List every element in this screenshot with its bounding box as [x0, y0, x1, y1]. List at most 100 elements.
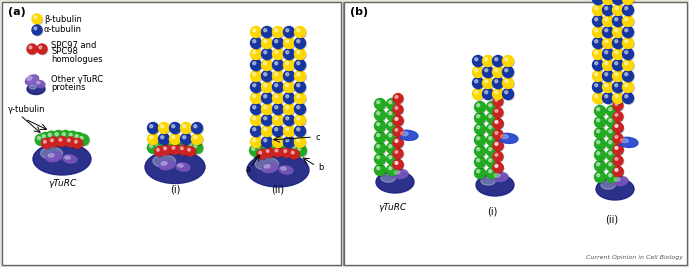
Circle shape: [297, 117, 300, 120]
Circle shape: [486, 146, 497, 156]
Circle shape: [285, 143, 296, 154]
Circle shape: [274, 83, 285, 93]
Circle shape: [50, 138, 59, 148]
Circle shape: [505, 69, 508, 72]
Circle shape: [275, 139, 278, 142]
Circle shape: [253, 84, 256, 87]
Circle shape: [602, 70, 613, 81]
Circle shape: [181, 123, 192, 134]
Circle shape: [494, 142, 504, 151]
Circle shape: [262, 136, 273, 147]
Circle shape: [624, 50, 635, 60]
Circle shape: [394, 117, 404, 126]
Ellipse shape: [153, 155, 176, 167]
Circle shape: [283, 70, 294, 81]
Circle shape: [493, 140, 503, 150]
Ellipse shape: [501, 135, 508, 139]
Circle shape: [263, 61, 274, 71]
Circle shape: [484, 58, 488, 61]
Circle shape: [604, 6, 615, 16]
Circle shape: [393, 138, 403, 147]
Circle shape: [602, 5, 613, 15]
Circle shape: [253, 139, 256, 142]
Circle shape: [594, 50, 604, 60]
Circle shape: [597, 130, 600, 133]
Circle shape: [252, 94, 263, 104]
Circle shape: [263, 28, 274, 38]
Circle shape: [263, 72, 274, 82]
Circle shape: [595, 160, 606, 171]
Circle shape: [252, 50, 263, 60]
Circle shape: [285, 72, 296, 82]
Circle shape: [484, 80, 488, 83]
Circle shape: [273, 125, 283, 136]
Circle shape: [595, 95, 598, 98]
Circle shape: [608, 162, 618, 172]
Circle shape: [615, 168, 624, 177]
Circle shape: [395, 151, 398, 153]
Circle shape: [296, 138, 307, 148]
Circle shape: [477, 159, 480, 162]
Circle shape: [475, 112, 486, 124]
Circle shape: [273, 26, 283, 37]
Circle shape: [502, 56, 513, 66]
Circle shape: [156, 148, 165, 157]
Circle shape: [493, 163, 503, 172]
Circle shape: [596, 173, 606, 183]
Circle shape: [604, 17, 615, 27]
Circle shape: [183, 141, 185, 144]
Circle shape: [187, 148, 190, 151]
Circle shape: [593, 60, 604, 70]
Circle shape: [169, 134, 181, 144]
Circle shape: [257, 149, 267, 159]
Circle shape: [494, 164, 504, 173]
Circle shape: [605, 18, 608, 21]
Circle shape: [602, 49, 613, 60]
Circle shape: [488, 114, 498, 124]
Circle shape: [608, 129, 618, 139]
Circle shape: [286, 51, 289, 54]
Circle shape: [614, 0, 624, 5]
Circle shape: [274, 50, 285, 60]
Circle shape: [608, 119, 612, 122]
Circle shape: [613, 101, 623, 111]
Circle shape: [182, 124, 192, 134]
Circle shape: [258, 151, 267, 160]
Ellipse shape: [46, 152, 62, 162]
Circle shape: [495, 91, 497, 94]
Circle shape: [377, 145, 380, 148]
Circle shape: [395, 107, 398, 109]
Circle shape: [264, 139, 267, 142]
Circle shape: [604, 94, 615, 104]
Circle shape: [193, 144, 203, 154]
Circle shape: [174, 140, 185, 150]
Circle shape: [273, 70, 283, 81]
Circle shape: [613, 123, 623, 132]
Circle shape: [297, 95, 300, 98]
Circle shape: [193, 135, 203, 145]
Circle shape: [474, 79, 484, 89]
Circle shape: [625, 40, 628, 43]
Circle shape: [375, 120, 386, 132]
Circle shape: [296, 61, 307, 71]
Ellipse shape: [394, 171, 400, 174]
Circle shape: [275, 84, 278, 87]
Circle shape: [150, 125, 153, 128]
Ellipse shape: [498, 133, 518, 143]
Circle shape: [495, 109, 497, 112]
Circle shape: [274, 72, 285, 82]
Circle shape: [294, 125, 305, 136]
Circle shape: [285, 94, 296, 104]
Circle shape: [48, 133, 52, 136]
Circle shape: [73, 132, 84, 143]
Circle shape: [388, 111, 398, 121]
Circle shape: [152, 140, 163, 151]
Circle shape: [74, 140, 77, 143]
Text: γTuRC: γTuRC: [378, 202, 406, 211]
Circle shape: [613, 144, 623, 154]
Circle shape: [602, 26, 613, 37]
Circle shape: [251, 136, 262, 147]
Circle shape: [275, 51, 278, 54]
Circle shape: [252, 138, 263, 148]
Circle shape: [622, 49, 633, 60]
